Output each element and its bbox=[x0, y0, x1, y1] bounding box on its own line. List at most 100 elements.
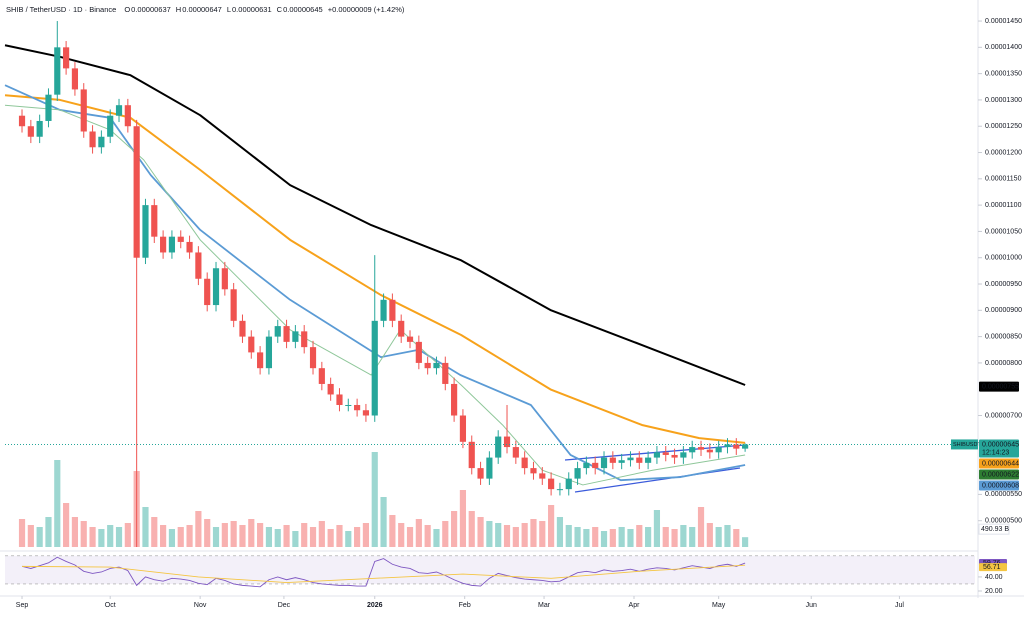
line-series bbox=[22, 564, 746, 584]
volume-bar bbox=[371, 452, 378, 547]
x-tick-label: Mar bbox=[538, 602, 551, 609]
last-price-label: 0.00000645 bbox=[982, 441, 1019, 448]
volume-bar bbox=[600, 531, 608, 547]
candle-body bbox=[63, 47, 70, 69]
volume-bar bbox=[45, 517, 52, 547]
y-tick-label: 0.00001150 bbox=[985, 176, 1022, 183]
candle-body bbox=[512, 447, 519, 458]
candle-body bbox=[177, 236, 184, 242]
candle-body bbox=[733, 444, 740, 449]
volume-bar bbox=[89, 527, 96, 547]
rsi-band bbox=[5, 555, 975, 584]
x-tick-label: Jul bbox=[895, 602, 904, 609]
volume-bar bbox=[380, 497, 387, 547]
volume-bar bbox=[301, 523, 308, 547]
candle-body bbox=[80, 89, 87, 132]
line-series bbox=[4, 44, 746, 386]
candle-body bbox=[292, 331, 299, 342]
x-tick-label: May bbox=[712, 602, 726, 609]
volume-bar bbox=[362, 523, 370, 547]
y-tick-label: 0.00000900 bbox=[985, 307, 1022, 314]
volume-bar bbox=[107, 525, 114, 547]
rsi-line bbox=[21, 556, 746, 588]
price-tag-label: 0.00000644 bbox=[982, 460, 1019, 467]
candle-body bbox=[354, 404, 361, 411]
candle-body bbox=[89, 131, 96, 148]
candle-body bbox=[433, 362, 440, 369]
y-tick-label: 0.00001200 bbox=[985, 149, 1022, 156]
volume-bar bbox=[124, 523, 131, 547]
volume-bar bbox=[248, 519, 255, 547]
volume-bar bbox=[697, 507, 705, 547]
candle-body bbox=[318, 368, 325, 384]
volume-bar bbox=[530, 519, 537, 547]
volume-bar bbox=[327, 529, 334, 547]
y-tick-label: 0.00000950 bbox=[985, 281, 1022, 288]
volume-bar bbox=[204, 519, 211, 547]
candle-body bbox=[36, 120, 43, 137]
volume-bar bbox=[18, 519, 26, 547]
volume-bar bbox=[389, 515, 396, 547]
ohlc-value: 0.00000637 bbox=[131, 5, 171, 14]
candle-body bbox=[389, 299, 396, 321]
candle-body bbox=[468, 441, 475, 469]
x-tick-label: Nov bbox=[194, 602, 207, 609]
ohlc-label: C bbox=[277, 5, 283, 14]
volume-bar bbox=[715, 527, 722, 547]
candle-body bbox=[239, 320, 246, 337]
candle-body bbox=[221, 268, 228, 290]
symbol-tag-label: SHIBUSDT bbox=[953, 442, 981, 448]
volume-bar bbox=[574, 527, 581, 547]
candle-body bbox=[265, 336, 273, 369]
volume-bar bbox=[653, 510, 661, 547]
x-tick-label: Dec bbox=[278, 602, 291, 609]
volume-bar bbox=[733, 529, 740, 547]
candle-body bbox=[371, 320, 378, 416]
volume-bar bbox=[618, 527, 625, 547]
volume-tag bbox=[978, 523, 1010, 535]
volume-bar bbox=[80, 521, 87, 547]
volume-bar bbox=[212, 527, 220, 547]
y-tick-label: 0.00001400 bbox=[985, 44, 1022, 51]
price-tag-label: 0.00000608 bbox=[982, 482, 1019, 489]
candle-body bbox=[495, 436, 502, 458]
candle-body bbox=[230, 289, 237, 321]
volume-bar bbox=[680, 525, 687, 547]
candle-body bbox=[398, 320, 405, 337]
price-tag bbox=[979, 469, 1019, 480]
volume-tag-label: 490.93 B bbox=[981, 526, 1009, 533]
candle-body bbox=[671, 454, 678, 458]
x-tick-label: Oct bbox=[105, 602, 116, 609]
candle-body bbox=[442, 362, 449, 384]
volume-bar bbox=[706, 523, 713, 547]
candle-body bbox=[309, 347, 317, 369]
candle-body bbox=[301, 331, 308, 348]
candle-body bbox=[706, 449, 713, 453]
candle-body bbox=[521, 457, 528, 469]
candle-body bbox=[636, 457, 643, 463]
ohlc-label: L bbox=[227, 5, 231, 14]
volume-bar bbox=[230, 521, 237, 547]
volume-bar bbox=[354, 527, 361, 547]
price-tag bbox=[979, 480, 1019, 491]
candle-body bbox=[742, 444, 749, 449]
candle-body bbox=[530, 468, 537, 474]
volume-bar bbox=[451, 511, 458, 547]
y-tick-label: 0.00001250 bbox=[985, 123, 1022, 130]
candle-body bbox=[556, 489, 564, 491]
candle-body bbox=[27, 126, 34, 137]
ohlc-label: H bbox=[176, 5, 181, 14]
line-series bbox=[4, 94, 746, 444]
y-tick-label: 0.00000500 bbox=[985, 518, 1022, 525]
candle-body bbox=[345, 404, 352, 406]
header: SHIB / TetherUSD · 1D · Binance O 0.00000… bbox=[6, 5, 405, 14]
candle-body bbox=[697, 447, 705, 450]
volume-bar bbox=[636, 525, 643, 547]
rsi-tag-label: 56.71 bbox=[983, 564, 1001, 571]
candle-body bbox=[160, 236, 167, 253]
countdown: 12:14:23 bbox=[982, 449, 1009, 456]
volume-bar bbox=[503, 525, 511, 547]
symbol-tag bbox=[951, 439, 978, 450]
volume-bar bbox=[486, 521, 493, 547]
candle-body bbox=[503, 436, 511, 448]
